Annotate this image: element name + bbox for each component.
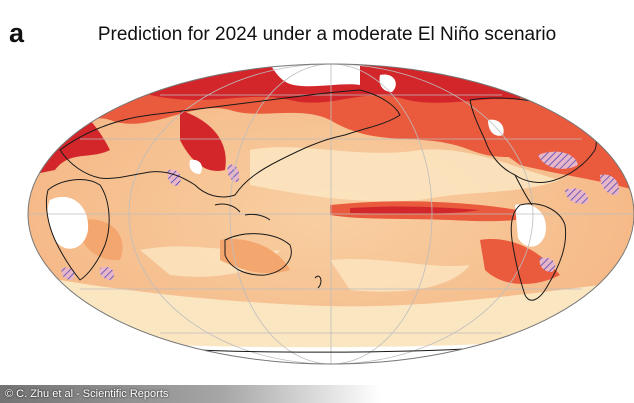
- map-fill: [28, 64, 634, 364]
- image-credit: © C. Zhu et al - Scientific Reports: [5, 388, 169, 400]
- credit-overlay: [0, 385, 634, 403]
- map-title: Prediction for 2024 under a moderate El …: [97, 24, 557, 45]
- panel-label: a: [9, 18, 25, 48]
